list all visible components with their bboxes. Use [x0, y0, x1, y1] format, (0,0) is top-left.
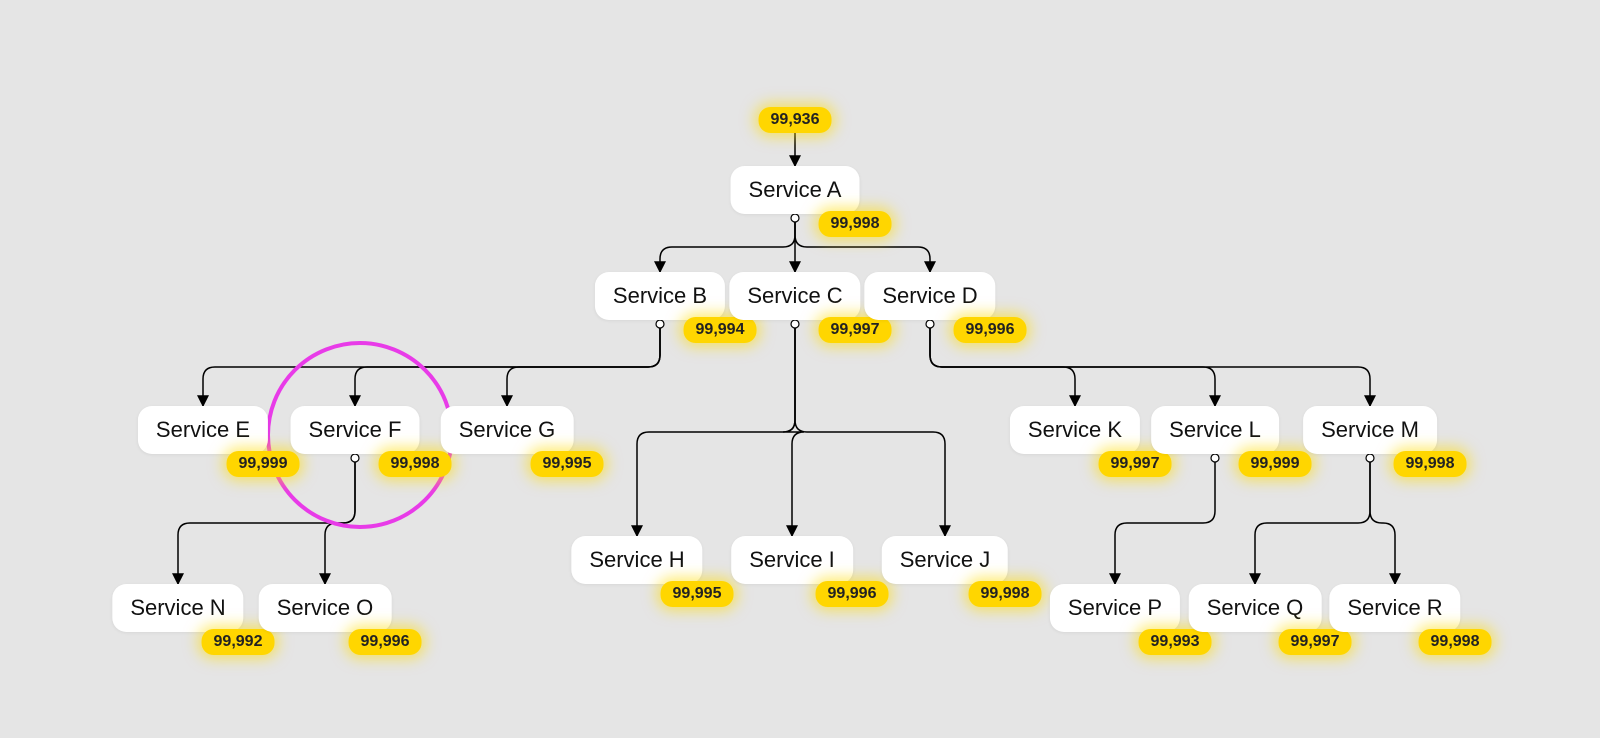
node-service-b: Service B — [595, 272, 725, 320]
node-badge-c: 99,997 — [819, 317, 892, 343]
node-service-c: Service C — [729, 272, 860, 320]
node-label: Service F — [309, 417, 402, 443]
node-badge-f: 99,998 — [379, 451, 452, 477]
root-badge: 99,936 — [759, 107, 832, 133]
node-service-d: Service D — [864, 272, 995, 320]
node-service-o: Service O — [259, 584, 392, 632]
node-service-n: Service N — [112, 584, 243, 632]
node-label: Service L — [1169, 417, 1261, 443]
node-label: Service J — [900, 547, 990, 573]
node-service-f: Service F — [291, 406, 420, 454]
node-label: Service D — [882, 283, 977, 309]
node-service-l: Service L — [1151, 406, 1279, 454]
node-service-a: Service A — [731, 166, 860, 214]
node-badge-n: 99,992 — [202, 629, 275, 655]
node-badge-e: 99,999 — [227, 451, 300, 477]
diagram-stage: 99,936 Service A 99,998 Service B 99,994 Ser… — [0, 0, 1600, 738]
node-service-h: Service H — [571, 536, 702, 584]
node-badge-i: 99,996 — [816, 581, 889, 607]
node-badge-k: 99,997 — [1099, 451, 1172, 477]
node-label: Service P — [1068, 595, 1162, 621]
node-label: Service K — [1028, 417, 1122, 443]
node-label: Service B — [613, 283, 707, 309]
node-label: Service Q — [1207, 595, 1304, 621]
node-badge-r: 99,998 — [1419, 629, 1492, 655]
node-label: Service R — [1347, 595, 1442, 621]
node-label: Service E — [156, 417, 250, 443]
node-label: Service H — [589, 547, 684, 573]
node-label: Service C — [747, 283, 842, 309]
node-label: Service M — [1321, 417, 1419, 443]
node-badge-o: 99,996 — [349, 629, 422, 655]
node-service-e: Service E — [138, 406, 268, 454]
node-badge-a: 99,998 — [819, 211, 892, 237]
node-badge-d: 99,996 — [954, 317, 1027, 343]
node-label: Service A — [749, 177, 842, 203]
node-label: Service N — [130, 595, 225, 621]
node-badge-j: 99,998 — [969, 581, 1042, 607]
node-badge-m: 99,998 — [1394, 451, 1467, 477]
node-service-m: Service M — [1303, 406, 1437, 454]
node-service-g: Service G — [441, 406, 574, 454]
node-badge-q: 99,997 — [1279, 629, 1352, 655]
node-service-i: Service I — [731, 536, 853, 584]
node-service-q: Service Q — [1189, 584, 1322, 632]
node-badge-g: 99,995 — [531, 451, 604, 477]
node-service-j: Service J — [882, 536, 1008, 584]
node-label: Service I — [749, 547, 835, 573]
node-service-k: Service K — [1010, 406, 1140, 454]
node-badge-b: 99,994 — [684, 317, 757, 343]
node-label: Service O — [277, 595, 374, 621]
node-badge-l: 99,999 — [1239, 451, 1312, 477]
node-service-r: Service R — [1329, 584, 1460, 632]
node-badge-p: 99,993 — [1139, 629, 1212, 655]
node-badge-h: 99,995 — [661, 581, 734, 607]
node-service-p: Service P — [1050, 584, 1180, 632]
node-label: Service G — [459, 417, 556, 443]
